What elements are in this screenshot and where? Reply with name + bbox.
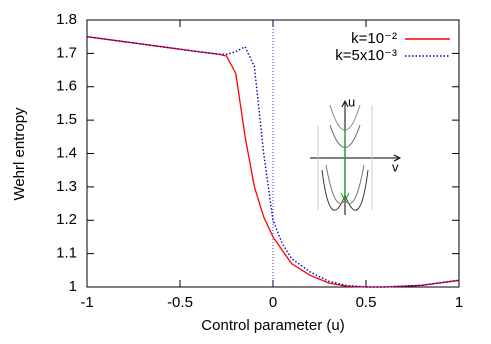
inset-arrowhead [393, 154, 402, 162]
legend-label: k=10⁻² [351, 30, 397, 47]
inset-u-label: u [348, 94, 355, 109]
y-axis-label: Wehrl entropy [11, 107, 28, 201]
x-tick-label: 1 [455, 294, 463, 311]
y-tick-label: 1.5 [56, 111, 77, 128]
y-tick-label: 1.4 [56, 144, 77, 161]
legend-label: k=5x10⁻³ [335, 47, 397, 64]
x-tick-label: 0 [269, 294, 277, 311]
y-tick-label: 1 [69, 278, 77, 295]
plot-frame [86, 19, 460, 288]
y-tick-label: 1.2 [56, 211, 77, 228]
y-tick-label: 1.7 [56, 44, 77, 61]
y-tick-label: 1.3 [56, 178, 77, 195]
inset-arrowhead [341, 99, 349, 108]
inset-v-label: v [392, 159, 399, 174]
x-tick-label: -0.5 [167, 294, 193, 311]
inset-curve [329, 104, 361, 131]
series-line [86, 35, 460, 288]
x-axis-label: Control parameter (u) [201, 317, 344, 334]
y-tick-label: 1.1 [56, 245, 77, 262]
y-tick-label: 1.8 [56, 11, 77, 28]
inset-diagram [310, 99, 402, 215]
x-tick-label: 0.5 [356, 294, 377, 311]
x-tick-label: -1 [80, 294, 93, 311]
y-tick-label: 1.6 [56, 78, 77, 95]
inset-arrowhead [340, 192, 350, 203]
